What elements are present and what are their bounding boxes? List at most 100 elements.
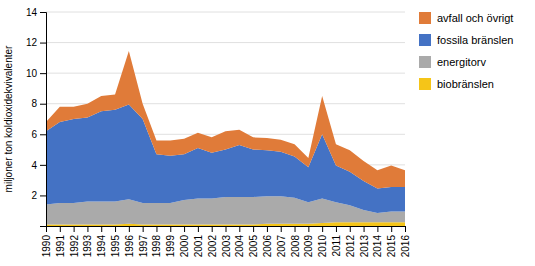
x-tick-mark: [253, 226, 254, 232]
legend-swatch: [419, 12, 431, 24]
x-tick-mark: [143, 226, 144, 232]
y-tick-mark: [40, 12, 46, 13]
x-tick-label: 2005: [248, 235, 259, 258]
y-axis: 2 4 6 8 10 12 14: [26, 7, 47, 227]
x-tick: 2002: [207, 226, 218, 257]
x-tick: 2010: [317, 226, 328, 257]
x-tick-mark: [239, 226, 240, 232]
y-tick-mark: [40, 165, 46, 166]
x-tick: 1997: [138, 226, 149, 257]
legend-swatch: [419, 78, 431, 90]
plot: 1990199119921993199419951996199719981999…: [26, 7, 514, 258]
x-axis-line: [47, 227, 406, 233]
x-tick-mark: [60, 226, 61, 232]
x-tick: 1990: [41, 226, 52, 257]
x-tick-label: 2008: [290, 235, 301, 258]
x-tick-label: 2001: [193, 235, 204, 258]
y-tick: 12: [26, 37, 46, 48]
x-tick: 1991: [55, 226, 66, 257]
y-tick: 4: [31, 160, 46, 171]
x-tick-mark: [322, 226, 323, 232]
x-tick-mark: [350, 226, 351, 232]
x-tick-label: 2015: [386, 235, 397, 258]
y-tick-label: 12: [26, 37, 38, 48]
x-tick-label: 2002: [207, 235, 218, 258]
legend-label: energitorv: [437, 56, 486, 68]
x-tick-label: 1992: [69, 235, 80, 258]
x-tick: 2013: [359, 226, 370, 257]
x-tick-label: 2012: [345, 235, 356, 258]
x-tick: 1993: [82, 226, 93, 257]
x-axis: 1990199119921993199419951996199719981999…: [41, 226, 411, 257]
x-tick-label: 1993: [82, 235, 93, 258]
x-tick: 1996: [124, 226, 135, 257]
x-tick-label: 2010: [317, 235, 328, 258]
x-tick-label: 2007: [276, 235, 287, 258]
y-tick: 2: [31, 190, 46, 201]
x-tick-mark: [377, 226, 378, 232]
x-tick: 2003: [221, 226, 232, 257]
x-tick: 2008: [290, 226, 301, 257]
y-axis-line: [40, 13, 47, 227]
x-tick: 2011: [331, 226, 342, 257]
y-tick: 8: [31, 98, 46, 109]
x-tick: 1994: [96, 226, 107, 257]
y-tick-mark: [40, 73, 46, 74]
y-tick-label: 4: [31, 160, 37, 171]
x-tick-label: 1996: [124, 235, 135, 258]
legend-label: biobränslen: [437, 78, 494, 90]
x-tick: 2012: [345, 226, 356, 257]
x-tick-mark: [156, 226, 157, 232]
x-tick-mark: [170, 226, 171, 232]
x-tick-label: 2013: [359, 235, 370, 258]
x-tick-label: 1997: [138, 235, 149, 258]
y-tick-label: 6: [31, 129, 37, 140]
x-tick: 2004: [234, 226, 245, 257]
x-tick-mark: [74, 226, 75, 232]
x-tick-mark: [115, 226, 116, 232]
x-tick: 1998: [151, 226, 162, 257]
y-tick-label: 10: [26, 68, 38, 79]
x-tick-label: 2006: [262, 235, 273, 258]
legend-item: energitorv: [419, 56, 486, 68]
x-tick-mark: [226, 226, 227, 232]
x-tick-label: 1998: [151, 235, 162, 258]
x-tick: 1992: [69, 226, 80, 257]
x-tick-mark: [308, 226, 309, 232]
x-tick-mark: [295, 226, 296, 232]
x-tick-label: 2000: [179, 235, 190, 258]
series-group: [46, 51, 405, 226]
grid-line: [46, 42, 405, 43]
x-tick: 2016: [400, 226, 411, 257]
x-tick-mark: [198, 226, 199, 232]
x-tick: 2015: [386, 226, 397, 257]
y-tick: 10: [26, 68, 46, 79]
legend-item: avfall och övrigt: [419, 12, 513, 24]
y-tick-label: 8: [31, 98, 37, 109]
x-tick-mark: [364, 226, 365, 232]
y-tick: 14: [26, 7, 46, 18]
x-tick: 2014: [372, 226, 383, 257]
x-tick-mark: [101, 226, 102, 232]
y-axis-title: miljoner ton koldioxidekvivalenter: [3, 45, 14, 192]
grid-line: [46, 12, 405, 13]
y-tick-label: 2: [31, 190, 37, 201]
legend-item: biobränslen: [419, 78, 494, 90]
y-tick-mark: [40, 43, 46, 44]
y-tick: 6: [31, 129, 46, 140]
y-tick-label: 14: [26, 7, 38, 18]
x-tick-label: 2003: [221, 235, 232, 258]
x-tick-label: 2016: [400, 235, 411, 258]
y-tick-mark: [40, 104, 46, 105]
y-tick-mark: [40, 134, 46, 135]
x-tick: 2005: [248, 226, 259, 257]
legend-swatch: [419, 34, 431, 46]
x-tick-mark: [212, 226, 213, 232]
legend-label: fossila bränslen: [437, 34, 513, 46]
legend: avfall och övrigt fossila bränslen energit…: [419, 12, 513, 90]
x-tick-mark: [405, 226, 406, 232]
x-tick: 2007: [276, 226, 287, 257]
legend-label: avfall och övrigt: [437, 12, 513, 24]
y-tick-mark: [40, 195, 46, 196]
x-tick-mark: [391, 226, 392, 232]
